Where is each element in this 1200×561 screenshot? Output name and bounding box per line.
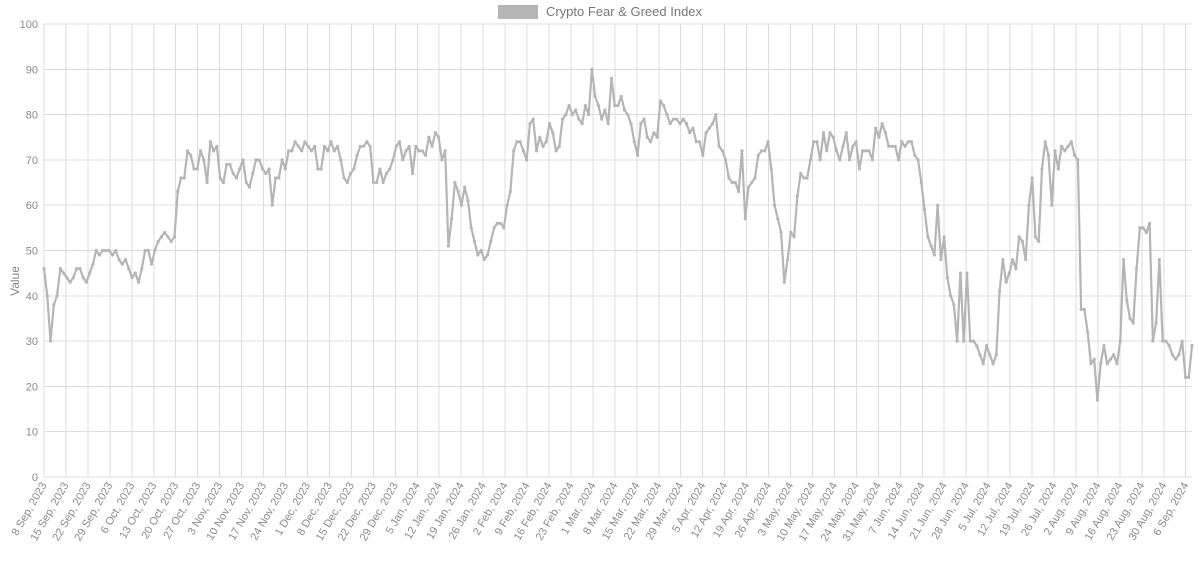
svg-text:40: 40 xyxy=(26,291,38,303)
svg-text:90: 90 xyxy=(26,64,38,76)
svg-text:70: 70 xyxy=(26,155,38,167)
legend: Crypto Fear & Greed Index xyxy=(0,4,1200,19)
svg-text:0: 0 xyxy=(32,472,38,484)
legend-label: Crypto Fear & Greed Index xyxy=(546,4,702,19)
svg-text:60: 60 xyxy=(26,200,38,212)
svg-text:10: 10 xyxy=(26,427,38,439)
fear-greed-chart: Crypto Fear & Greed Index Value 01020304… xyxy=(0,0,1200,561)
svg-text:80: 80 xyxy=(26,110,38,122)
plot-area: 01020304050607080901008 Sep, 202315 Sep,… xyxy=(44,24,1192,477)
legend-swatch xyxy=(498,5,538,19)
svg-text:20: 20 xyxy=(26,381,38,393)
chart-svg: 01020304050607080901008 Sep, 202315 Sep,… xyxy=(44,24,1192,561)
svg-text:50: 50 xyxy=(26,246,38,258)
svg-text:100: 100 xyxy=(20,19,38,31)
y-axis-label: Value xyxy=(8,266,22,296)
svg-text:30: 30 xyxy=(26,336,38,348)
